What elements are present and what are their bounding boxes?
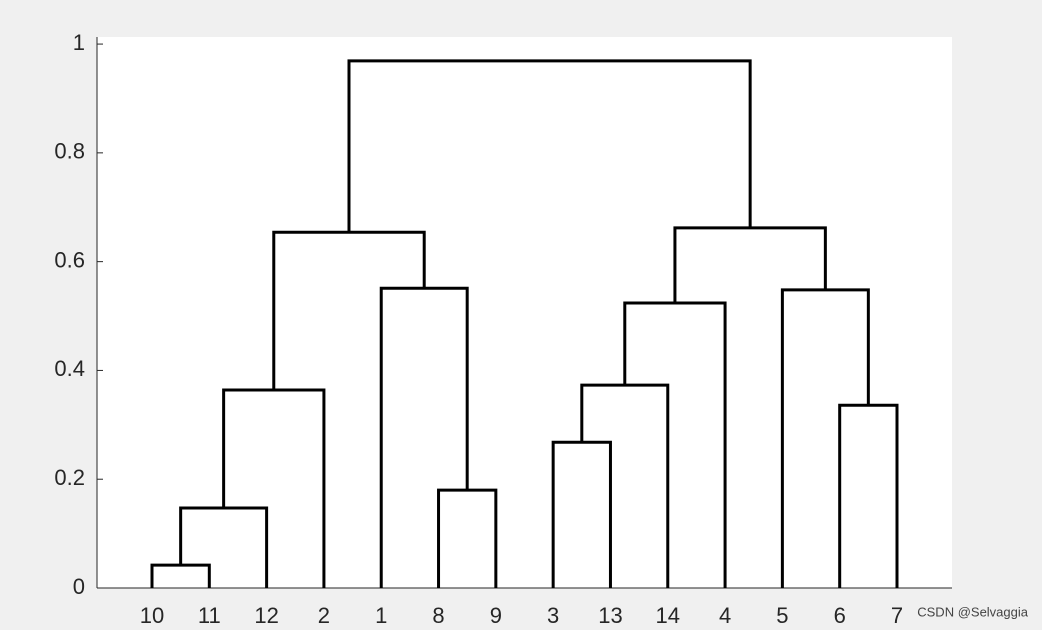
link xyxy=(222,388,326,588)
y-tick-label: 0.2 xyxy=(54,465,85,490)
y-tick-label: 1 xyxy=(73,30,85,55)
x-tick-label: 11 xyxy=(198,603,221,628)
link xyxy=(347,59,752,233)
y-tick-label: 0.6 xyxy=(54,247,85,272)
x-tick-label: 8 xyxy=(432,603,444,628)
link xyxy=(437,488,498,588)
plot-area xyxy=(97,37,952,588)
y-tick-label: 0 xyxy=(73,574,85,599)
link xyxy=(150,563,211,588)
x-tick-label: 1 xyxy=(375,603,387,628)
link xyxy=(580,383,670,588)
watermark: CSDN @Selvaggia xyxy=(917,604,1029,619)
x-tick-label: 2 xyxy=(318,603,330,628)
x-tick-label: 13 xyxy=(598,603,622,628)
x-tick-label: 6 xyxy=(834,603,846,628)
x-tick-label: 3 xyxy=(547,603,559,628)
x-tick-label: 9 xyxy=(490,603,502,628)
link xyxy=(780,288,870,588)
x-tick-label: 4 xyxy=(719,603,731,628)
x-tick-label: 7 xyxy=(891,603,903,628)
x-tick-label: 10 xyxy=(140,603,164,628)
x-tick-label: 5 xyxy=(776,603,788,628)
y-tick-label: 0.8 xyxy=(54,139,85,164)
y-tick-label: 0.4 xyxy=(54,356,85,381)
link xyxy=(838,403,899,588)
x-tick-label: 12 xyxy=(254,603,278,628)
x-tick-label: 14 xyxy=(656,603,680,628)
